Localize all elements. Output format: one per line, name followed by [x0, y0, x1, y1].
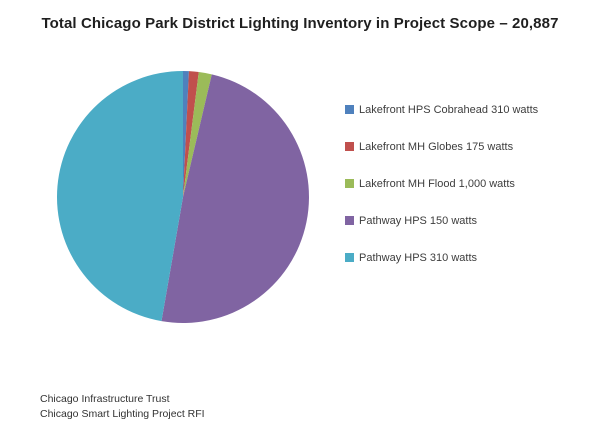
legend-label: Lakefront MH Globes 175 watts: [359, 140, 514, 153]
legend-swatch: [345, 216, 354, 225]
legend-item: Lakefront HPS Cobrahead 310 watts: [345, 103, 538, 116]
legend-label: Pathway HPS 310 watts: [359, 251, 478, 264]
pie-slice: [183, 71, 189, 197]
legend-label: Lakefront MH Flood 1,000 watts: [359, 177, 515, 190]
legend-label: Pathway HPS 150 watts: [359, 214, 478, 227]
legend-item: Lakefront MH Flood 1,000 watts: [345, 177, 538, 190]
legend-label: Lakefront HPS Cobrahead 310 watts: [359, 103, 539, 116]
footer: Chicago Infrastructure Trust Chicago Sma…: [40, 392, 205, 422]
legend-swatch: [345, 142, 354, 151]
footer-line-2: Chicago Smart Lighting Project RFI: [40, 408, 205, 420]
chart-legend: Lakefront HPS Cobrahead 310 watts Lakefro…: [345, 103, 538, 288]
pie-chart: [56, 71, 309, 323]
legend-item: Lakefront MH Globes 175 watts: [345, 140, 538, 153]
footer-line-1: Chicago Infrastructure Trust: [40, 393, 170, 405]
pie-slice: [56, 71, 183, 322]
legend-swatch: [345, 253, 354, 262]
legend-swatch: [345, 105, 354, 114]
pie-slice: [183, 71, 212, 197]
legend-item: Pathway HPS 310 watts: [345, 251, 538, 264]
legend-swatch: [345, 179, 354, 188]
chart-title: Total Chicago Park District Lighting Inv…: [41, 15, 559, 32]
pie-slice: [183, 71, 199, 197]
pie-slice: [161, 74, 309, 323]
legend-item: Pathway HPS 150 watts: [345, 214, 538, 227]
